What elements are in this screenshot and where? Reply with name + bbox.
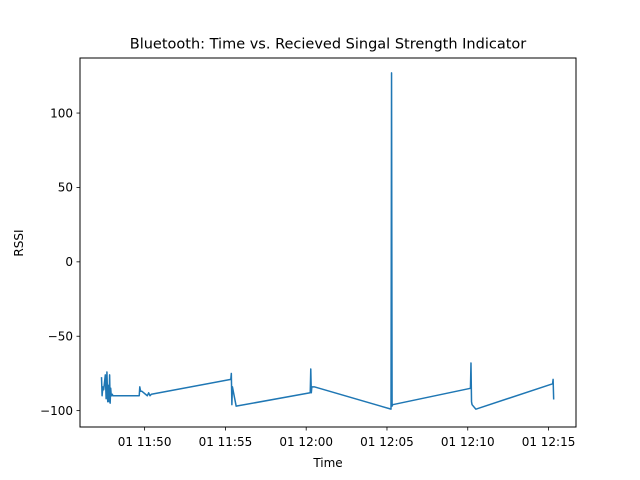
x-tick-label: 01 11:55 (199, 435, 253, 449)
y-tick-label: −100 (40, 404, 73, 418)
y-tick-label: 100 (50, 106, 73, 120)
x-tick-label: 01 12:00 (279, 435, 333, 449)
x-tick-label: 01 12:05 (360, 435, 414, 449)
x-tick-label: 01 12:15 (522, 435, 576, 449)
plot-area (100, 72, 555, 410)
y-axis-ticks: 100 50 0 −50 −100 (40, 106, 80, 418)
y-tick-label: −50 (48, 329, 73, 343)
x-axis-ticks: 01 11:50 01 11:55 01 12:00 01 12:05 01 12:10… (118, 427, 576, 449)
x-axis-label: Time (312, 456, 342, 470)
y-tick-label: 0 (65, 255, 73, 269)
series-line-0 (100, 72, 555, 410)
x-tick-label: 01 12:10 (441, 435, 495, 449)
axes-frame (79, 57, 577, 428)
x-tick-label: 01 11:50 (118, 435, 172, 449)
y-axis-label: RSSI (12, 229, 26, 256)
chart-title: Bluetooth: Time vs. Recieved Singal Stre… (130, 37, 527, 53)
y-tick-label: 50 (58, 181, 73, 195)
